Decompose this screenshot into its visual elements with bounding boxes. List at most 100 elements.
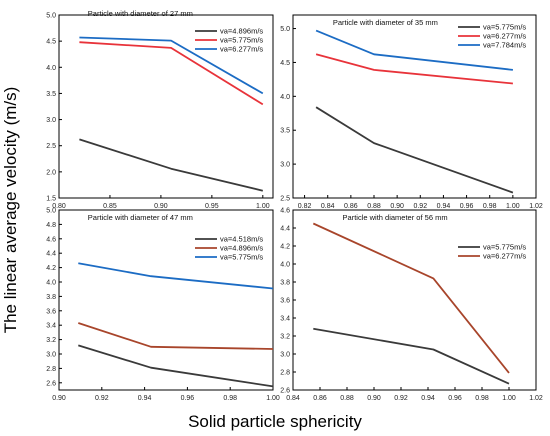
x-tick-label: 0.88 bbox=[367, 203, 381, 210]
y-axis-label: The linear average velocity (m/s) bbox=[1, 60, 28, 360]
legend-label: va=5.775m/s bbox=[220, 36, 263, 45]
y-tick-label: 3.8 bbox=[280, 280, 290, 287]
y-tick-label: 4.5 bbox=[46, 39, 56, 46]
y-tick-label: 4.8 bbox=[46, 222, 56, 229]
plot-frame bbox=[58, 209, 274, 391]
y-tick-label: 4.0 bbox=[46, 65, 56, 72]
y-tick-label: 5.0 bbox=[46, 208, 56, 215]
series-line-2 bbox=[79, 41, 264, 106]
x-tick-label: 1.00 bbox=[256, 203, 270, 210]
legend-label: va=5.775m/s bbox=[220, 253, 263, 262]
y-tick-label: 4.0 bbox=[46, 280, 56, 287]
x-tick-label: 1.00 bbox=[266, 395, 280, 402]
y-tick-label: 4.0 bbox=[280, 94, 290, 101]
chart-title: Particle with diameter of 35 mm bbox=[333, 18, 438, 27]
x-tick-label: 1.00 bbox=[506, 203, 520, 210]
legend-label: va=7.784m/s bbox=[483, 41, 526, 50]
series-line-1 bbox=[78, 344, 274, 388]
y-tick-label: 3.4 bbox=[46, 323, 56, 330]
y-tick-label: 2.6 bbox=[280, 388, 290, 395]
y-tick-label: 4.0 bbox=[280, 262, 290, 269]
legend-label: va=4.896m/s bbox=[220, 27, 263, 36]
x-tick-label: 0.90 bbox=[154, 203, 168, 210]
x-tick-label: 0.92 bbox=[413, 203, 427, 210]
x-tick-label: 0.82 bbox=[298, 203, 312, 210]
y-tick-label: 3.0 bbox=[280, 162, 290, 169]
series-line-3 bbox=[79, 36, 264, 95]
series-line-2 bbox=[315, 53, 513, 85]
x-tick-label: 0.85 bbox=[103, 203, 117, 210]
x-tick-label: 0.90 bbox=[390, 203, 404, 210]
legend-label: va=4.518m/s bbox=[220, 235, 263, 244]
y-axis-label-text: The linear average velocity (m/s) bbox=[4, 87, 20, 334]
y-tick-label: 4.6 bbox=[280, 208, 290, 215]
x-tick-label: 0.98 bbox=[483, 203, 497, 210]
chart-panel-4: 0.84 0.86 0.88 0.90 0.92 0.94 0.96 0.98 1.00 1.02… bbox=[280, 208, 543, 403]
chart-title: Particle with diameter of 47 mm bbox=[88, 213, 193, 222]
x-tick-label: 0.88 bbox=[340, 395, 354, 402]
legend-label: va=5.775m/s bbox=[483, 23, 526, 32]
chart-panel-1: 0.80 0.85 0.90 0.95 1.00 1.5 2.0 2.5 3.0 3.5 4.0 4.… bbox=[46, 9, 274, 210]
chart-panel-2: 0.82 0.84 0.86 0.88 0.90 0.92 0.94 0.96 0.98 1.00… bbox=[280, 14, 543, 210]
y-tick-label: 3.6 bbox=[280, 298, 290, 305]
x-tick-label: 0.90 bbox=[367, 395, 381, 402]
y-tick-label: 3.0 bbox=[280, 352, 290, 359]
x-tick-label: 0.92 bbox=[394, 395, 408, 402]
y-tick-label: 1.5 bbox=[46, 196, 56, 203]
chart-panel-3: 0.90 0.92 0.94 0.96 0.98 1.00 2.6 2.8 3.0 3.2 3.4 3… bbox=[46, 208, 280, 403]
series-line-1 bbox=[79, 138, 264, 192]
x-tick-label: 0.90 bbox=[52, 395, 66, 402]
y-tick-label: 3.6 bbox=[46, 308, 56, 315]
x-axis-label: Solid particle sphericity bbox=[188, 412, 362, 431]
legend-label: va=6.277m/s bbox=[483, 252, 526, 261]
y-tick-label: 4.4 bbox=[46, 251, 56, 258]
y-tick-label: 2.5 bbox=[46, 143, 56, 150]
y-tick-label: 4.4 bbox=[280, 226, 290, 233]
y-tick-label: 3.2 bbox=[280, 334, 290, 341]
x-tick-label: 0.94 bbox=[421, 395, 435, 402]
legend-label: va=5.775m/s bbox=[483, 243, 526, 252]
x-tick-label: 0.98 bbox=[223, 395, 237, 402]
y-tick-label: 4.6 bbox=[46, 236, 56, 243]
legend-label: va=4.896m/s bbox=[220, 244, 263, 253]
x-tick-label: 0.95 bbox=[205, 203, 219, 210]
legend-label: va=6.277m/s bbox=[483, 32, 526, 41]
y-tick-label: 5.0 bbox=[280, 26, 290, 33]
y-tick-label: 2.5 bbox=[280, 196, 290, 203]
series-line-3 bbox=[315, 29, 514, 71]
y-tick-label: 3.0 bbox=[46, 117, 56, 124]
series-line-2 bbox=[78, 322, 274, 350]
y-tick-label: 3.2 bbox=[46, 337, 56, 344]
x-tick-label: 0.96 bbox=[448, 395, 462, 402]
x-tick-label: 0.96 bbox=[460, 203, 474, 210]
x-tick-label: 0.94 bbox=[138, 395, 152, 402]
chart-title: Particle with diameter of 56 mm bbox=[343, 213, 448, 222]
plot-frame bbox=[58, 14, 274, 199]
y-tick-label: 3.5 bbox=[280, 128, 290, 135]
y-tick-label: 2.0 bbox=[46, 169, 56, 176]
y-tick-label: 2.6 bbox=[46, 380, 56, 387]
y-tick-label: 3.8 bbox=[46, 294, 56, 301]
y-tick-label: 2.8 bbox=[46, 366, 56, 373]
x-tick-label: 0.84 bbox=[286, 395, 300, 402]
y-tick-label: 4.2 bbox=[280, 244, 290, 251]
x-tick-label: 0.86 bbox=[344, 203, 358, 210]
x-tick-label: 0.86 bbox=[313, 395, 327, 402]
y-tick-label: 4.2 bbox=[46, 265, 56, 272]
y-tick-label: 4.5 bbox=[280, 60, 290, 67]
x-tick-label: 0.80 bbox=[52, 203, 66, 210]
y-tick-label: 3.0 bbox=[46, 352, 56, 359]
series-line-1 bbox=[315, 106, 514, 194]
y-tick-label: 3.5 bbox=[46, 91, 56, 98]
series-line-1 bbox=[313, 327, 510, 385]
x-tick-label: 0.92 bbox=[95, 395, 109, 402]
legend-label: va=6.277m/s bbox=[220, 45, 263, 54]
x-tick-label: 0.94 bbox=[437, 203, 451, 210]
y-tick-label: 2.8 bbox=[280, 370, 290, 377]
y-tick-label: 3.4 bbox=[280, 316, 290, 323]
x-tick-label: 1.00 bbox=[502, 395, 516, 402]
x-tick-label: 0.84 bbox=[321, 203, 335, 210]
chart-title: Particle with diameter of 27 mm bbox=[88, 9, 193, 18]
series-line-2 bbox=[312, 222, 510, 374]
